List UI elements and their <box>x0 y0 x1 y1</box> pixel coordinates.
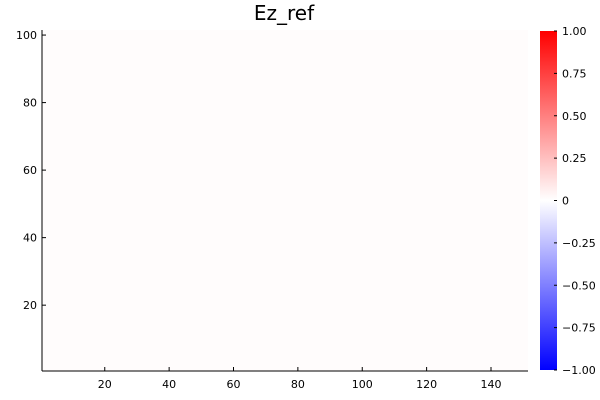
colorbar-tick-label: −1.00 <box>562 364 596 377</box>
colorbar-tick-label: −0.25 <box>562 237 596 250</box>
x-tick-label: 140 <box>480 378 501 391</box>
y-tick-label: 80 <box>23 97 37 110</box>
y-tick-label: 20 <box>23 299 37 312</box>
colorbar-gradient <box>540 31 557 370</box>
colorbar-tick-label: 0.75 <box>562 67 587 80</box>
colorbar-tick-label: −0.50 <box>562 279 596 292</box>
x-tick-label: 80 <box>291 378 305 391</box>
colorbar-ticks: −1.00 −0.75 −0.50 −0.25 0 0.25 0.50 0.75 1.00 <box>554 25 596 377</box>
x-tick-label: 40 <box>162 378 176 391</box>
y-tick-label: 100 <box>16 29 37 42</box>
x-tick-label: 20 <box>98 378 112 391</box>
colorbar-tick-label: 0.25 <box>562 152 587 165</box>
y-axis-ticks: 20 40 60 80 100 <box>16 29 46 312</box>
colorbar-tick-label: 1.00 <box>562 25 587 38</box>
colorbar: −1.00 −0.75 −0.50 −0.25 0 0.25 0.50 0.75 1.00 <box>540 25 596 377</box>
x-axis-ticks: 20 40 60 80 100 120 140 <box>98 367 501 391</box>
heatmap-field <box>42 30 528 371</box>
y-tick-label: 60 <box>23 164 37 177</box>
x-tick-label: 120 <box>416 378 437 391</box>
x-tick-label: 60 <box>227 378 241 391</box>
colorbar-tick-label: 0.50 <box>562 110 587 123</box>
x-tick-label: 100 <box>352 378 373 391</box>
chart-title: Ez_ref <box>254 1 315 25</box>
plot-area <box>42 30 528 371</box>
colorbar-tick-label: −0.75 <box>562 322 596 335</box>
y-tick-label: 40 <box>23 232 37 245</box>
colorbar-tick-label: 0 <box>562 195 569 208</box>
